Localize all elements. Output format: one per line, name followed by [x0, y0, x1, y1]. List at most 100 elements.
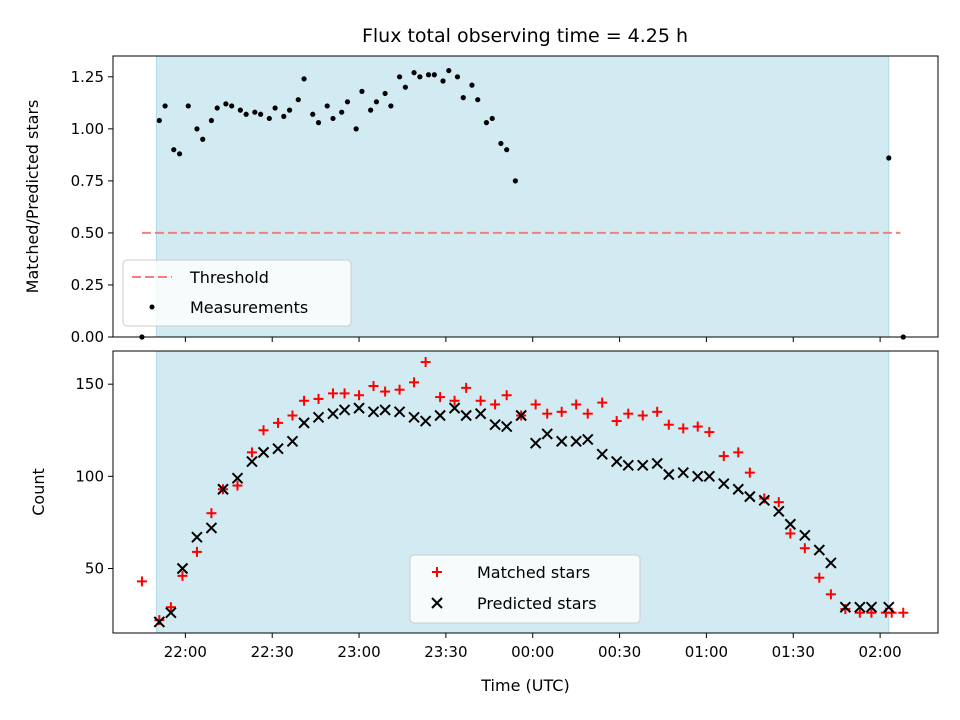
- top-x-ticks: [184, 337, 881, 342]
- matched-star-point: [380, 386, 391, 397]
- predicted-star-point: [298, 417, 310, 429]
- predicted-star-point: [732, 483, 744, 495]
- measurement-point: [156, 117, 162, 124]
- bottom-y-tick-label: 50: [85, 559, 104, 577]
- legend-matched-label: Matched stars: [477, 563, 590, 582]
- measurement-point: [223, 101, 229, 107]
- predicted-star-point: [419, 415, 432, 427]
- predicted-star-point: [191, 531, 203, 543]
- x-tick-label: 01:30: [772, 643, 815, 661]
- predicted-star-point: [651, 457, 663, 470]
- measurement-point: [440, 78, 446, 84]
- matched-star-point: [287, 410, 298, 421]
- matched-star-point: [475, 395, 486, 406]
- predicted-star-point: [773, 505, 785, 518]
- matched-star-point: [866, 607, 877, 618]
- matched-star-point: [663, 419, 674, 430]
- matched-star-point: [232, 480, 243, 491]
- bottom-y-tick-label: 150: [75, 375, 104, 393]
- measurement-point: [353, 126, 359, 132]
- measurement-point: [411, 70, 417, 76]
- matched-star-point: [461, 382, 472, 393]
- matched-star-point: [582, 408, 593, 419]
- measurement-point: [200, 136, 206, 142]
- matched-star-point: [623, 408, 634, 419]
- measurement-point: [301, 76, 307, 82]
- predicted-star-point: [663, 468, 675, 481]
- predicted-star-point: [555, 435, 568, 448]
- matched-star-point: [191, 546, 202, 557]
- matched-star-point: [692, 421, 703, 432]
- predicted-star-point: [379, 404, 391, 416]
- matched-star-point: [733, 447, 744, 458]
- predicted-star-point: [677, 466, 689, 479]
- top-y-tick-label: 0.00: [71, 328, 104, 346]
- bottom-axes-frame: [112, 350, 939, 634]
- x-tick-label: 02:00: [858, 643, 901, 661]
- top-y-tick-label: 0.75: [71, 172, 104, 190]
- matched-star-point: [785, 528, 796, 539]
- measurement-point: [475, 97, 481, 103]
- matched-star-point: [368, 381, 379, 392]
- measurement-point: [243, 111, 249, 117]
- x-tick-label: 22:30: [251, 643, 294, 661]
- predicted-star-point: [460, 409, 472, 422]
- predicted-star-point: [246, 455, 258, 468]
- measurement-point: [272, 105, 278, 111]
- legend-measurements-label: Measurements: [190, 298, 308, 317]
- matched-star-point: [597, 397, 608, 408]
- matched-star-point: [542, 408, 553, 419]
- top-panel: 0.00 0.25 0.50 0.75 1.00 1.25 Matched/Predict…: [23, 55, 939, 346]
- matched-star-point: [744, 467, 755, 478]
- bottom-x-ticks: 22:00 22:30 23:00 23:30 00:00 00:30 01:00 01:30…: [164, 633, 902, 661]
- predicted-star-point: [622, 459, 634, 471]
- predicted-star-point: [474, 407, 487, 420]
- top-y-tick-label: 1.00: [71, 120, 104, 138]
- matched-star-point: [313, 393, 324, 404]
- matched-star-point: [501, 390, 512, 401]
- matched-star-point: [339, 388, 350, 399]
- top-y-tick-label: 0.50: [71, 224, 104, 242]
- measurement-point: [208, 117, 215, 124]
- predicted-star-point: [448, 402, 461, 414]
- predicted-star-point: [231, 472, 244, 484]
- measurement-point: [446, 67, 452, 74]
- bottom-y-tick-label: 100: [75, 467, 104, 485]
- measurement-point: [339, 109, 345, 115]
- predicted-star-point: [393, 406, 406, 418]
- predicted-star-point: [637, 459, 649, 471]
- predicted-star-point: [854, 601, 866, 613]
- predicted-star-point: [408, 411, 420, 424]
- predicted-star-point: [153, 616, 166, 628]
- predicted-star-point: [217, 483, 229, 495]
- measurement-point: [214, 105, 220, 111]
- matched-star-point: [799, 543, 810, 554]
- predicted-star-point: [165, 607, 177, 619]
- matched-star-point: [611, 416, 622, 427]
- measurement-point: [512, 178, 518, 184]
- measurement-point: [258, 111, 264, 117]
- predicted-star-point: [434, 409, 446, 422]
- matched-star-point: [258, 425, 269, 436]
- matched-star-point: [165, 602, 176, 613]
- measurement-point: [162, 103, 168, 109]
- bottom-legend: Matched stars Predicted stars: [409, 554, 641, 624]
- matched-star-point: [637, 410, 648, 421]
- measurement-point: [396, 74, 403, 80]
- x-axis-label: Time (UTC): [480, 676, 569, 695]
- predicted-star-point: [489, 419, 501, 431]
- predicted-star-point: [703, 470, 716, 483]
- measurement-point: [368, 107, 374, 113]
- predicted-star-point: [500, 420, 513, 433]
- predicted-star-point: [758, 494, 771, 507]
- predicted-star-point: [813, 544, 826, 556]
- x-tick-label: 00:00: [511, 643, 554, 661]
- measurement-point: [171, 147, 177, 153]
- predicted-star-point: [327, 407, 339, 420]
- predicted-star-point: [353, 402, 365, 414]
- matched-star-point: [530, 399, 541, 410]
- matched-star-point: [556, 406, 567, 417]
- predicted-star-point: [205, 522, 218, 534]
- matched-star-point: [328, 388, 338, 399]
